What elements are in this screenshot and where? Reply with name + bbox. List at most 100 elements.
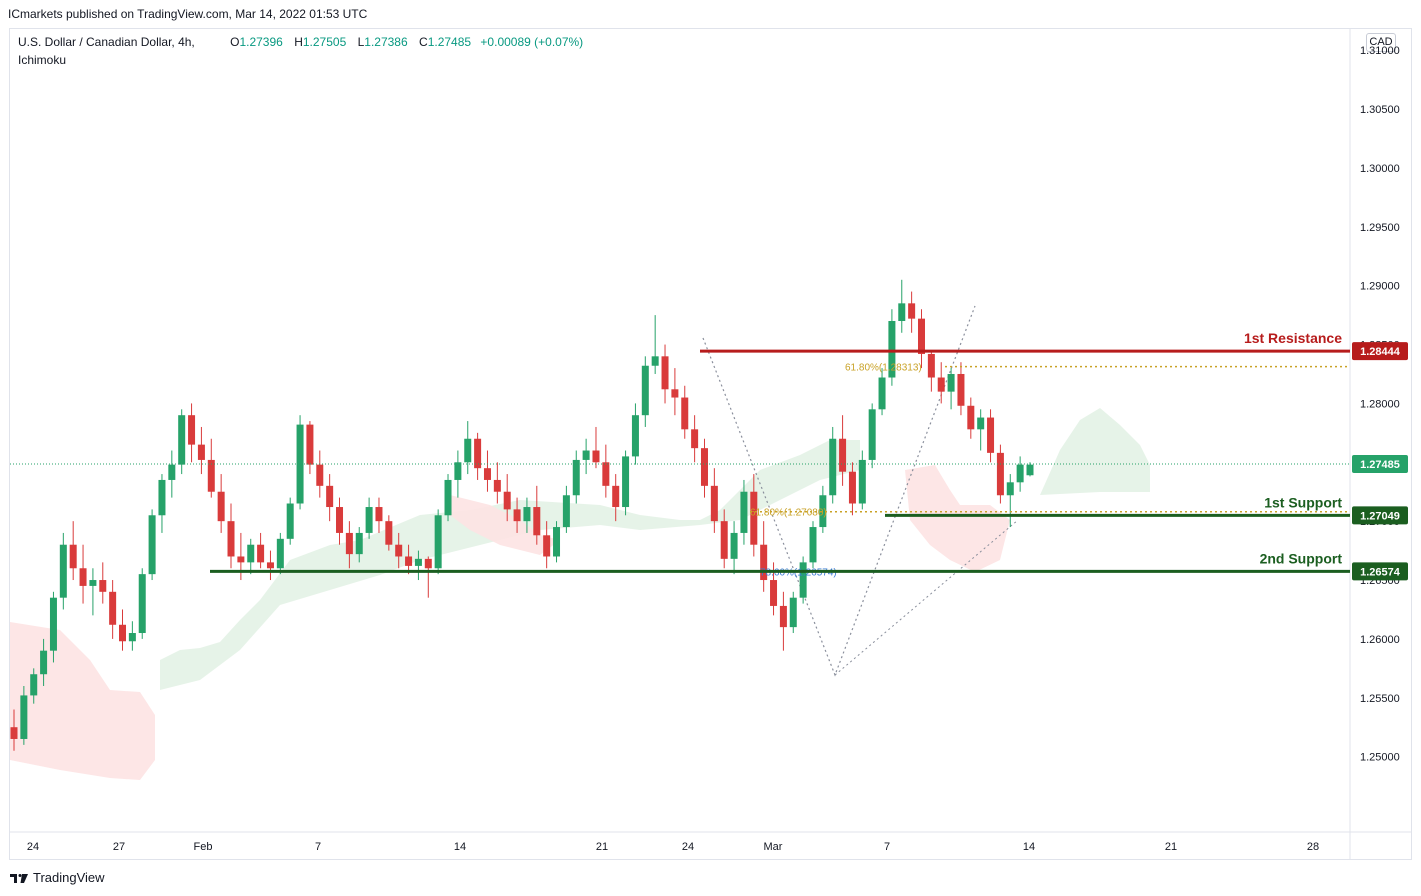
levels: 1.2748561.80%(1.28313)61.80%(1.27080)78.… [10,330,1408,581]
candle-body [829,438,837,496]
candle-body [809,527,817,563]
open-label: O [230,35,240,49]
candle-body [602,462,610,486]
candle-body [405,556,413,566]
candle-body [1006,482,1014,496]
low-value: 1.27386 [364,35,408,49]
candle-body [622,456,630,508]
candle-body [355,532,363,555]
candle-body [375,507,383,522]
y-axis: 1.310001.305001.300001.295001.290001.285… [1349,29,1400,859]
symbol-legend: U.S. Dollar / Canadian Dollar, 4h, O1.27… [18,35,583,49]
y-tick-label: 1.29000 [1360,281,1400,293]
x-tick-label: 14 [454,841,466,853]
close-value: 1.27485 [427,35,472,49]
x-tick-label: 28 [1307,841,1319,853]
candle-body [710,485,718,522]
candle-body [109,591,117,625]
candle-body [434,515,442,569]
candle-body [306,424,314,465]
y-tick-label: 1.25500 [1360,693,1400,705]
candle-body [188,415,196,445]
candle-body [799,562,807,598]
high-label: H [294,35,303,49]
indicator-label[interactable]: Ichimoku [18,53,67,67]
candle-body [858,459,866,504]
candle-body [138,574,146,634]
candle-body [158,479,166,516]
candle-body [582,450,590,460]
candle-body [49,597,57,651]
candle-body [1026,464,1034,476]
candle-body [148,515,156,575]
x-axis: 24 27 Feb 7 14 21 24 Mar 7 14 21 28 [10,831,1411,853]
candle-body [543,535,551,557]
candle-body [789,597,797,628]
candle-body [977,417,985,430]
open-value: 1.27396 [239,35,283,49]
candle-body [30,674,38,696]
support-label: 1st Support [1264,494,1342,510]
zigzag-pattern [702,305,1019,677]
candle-body [168,464,176,480]
tradingview-footer[interactable]: TradingView [10,870,105,885]
currency-button[interactable]: CAD [1366,33,1396,52]
chart-frame [9,28,1412,860]
candle-body [237,556,245,563]
candle-body [553,527,561,557]
candle-body [474,438,482,469]
candle-body [217,491,225,522]
candle-body [523,507,531,522]
x-tick-label: 21 [596,841,608,853]
resistance-label: 1st Resistance [1244,330,1342,346]
candle-body [227,521,235,557]
candle-body [365,507,373,533]
candle-body [888,321,896,378]
x-tick-label: 14 [1023,841,1035,853]
high-value: 1.27505 [302,35,347,49]
candle-body [424,558,432,569]
candle-body [40,650,48,675]
candle-body [671,389,679,398]
candle-body [326,485,334,508]
candle-body [631,415,639,457]
candle-body [385,521,393,545]
candle-body [257,544,265,563]
candle-body [770,580,778,606]
last-price-label: 1.27485 [1360,459,1400,471]
y-tick-label: 1.25000 [1360,752,1400,764]
candle-body [119,624,127,642]
tradingview-brand: TradingView [33,870,105,885]
candle-body [296,424,304,504]
cloud-bearish [450,495,560,555]
candle-body [612,485,620,508]
candle-body [562,495,570,528]
resistance-price-tag [1352,342,1408,361]
candle-body [493,479,501,492]
y-tick-label: 1.28000 [1360,398,1400,410]
support-label: 2nd Support [1260,550,1343,566]
candle-body [336,507,344,533]
tradingview-logo-icon [10,873,28,883]
candle-body [898,303,906,321]
candle-body [513,509,521,522]
cloud-bullish [1040,408,1150,495]
x-tick-label: Feb [194,841,213,853]
candle-body [641,365,649,416]
cloud-bearish [10,622,155,780]
resistance-price-label: 1.28444 [1360,346,1401,358]
fib-level-label: 61.80%(1.27080) [750,508,827,519]
candle-body [247,544,255,563]
candle-body [345,532,353,555]
candle-body [720,521,728,559]
candle-body [779,605,787,628]
candle-body [197,444,205,460]
support-price-tag [1352,562,1408,581]
y-tick-label: 1.26000 [1360,634,1400,646]
x-tick-label: 27 [113,841,125,853]
candle-body [414,558,422,566]
candle-body [917,318,925,354]
candle-body [572,459,580,496]
candles [10,279,1034,751]
